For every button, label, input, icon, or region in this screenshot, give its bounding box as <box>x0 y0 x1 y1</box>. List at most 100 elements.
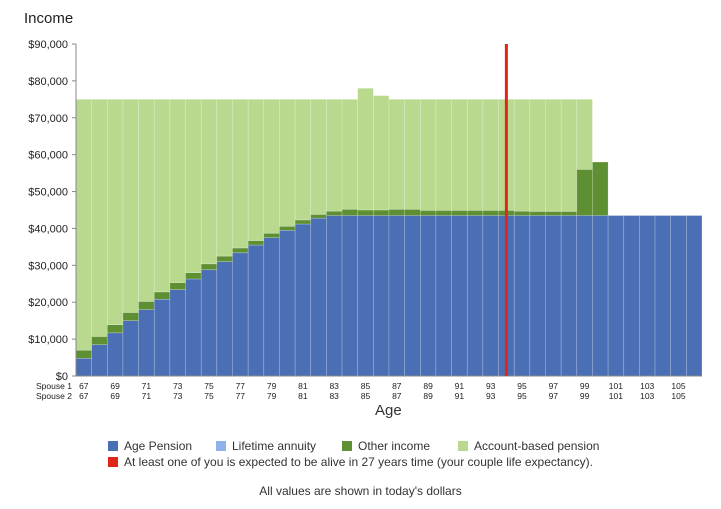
bar-age-pension <box>107 332 124 377</box>
bar-other-income <box>529 211 546 216</box>
bar-other-income <box>169 282 186 290</box>
bar-account-based-pension <box>326 99 343 212</box>
bar-account-based-pension <box>513 99 531 212</box>
x-tick-label: 75 <box>204 381 214 391</box>
row-label: Spouse 1 <box>36 381 72 391</box>
x-tick-label: 95 <box>517 381 527 391</box>
bar-age-pension <box>153 298 171 377</box>
bar-age-pension <box>404 215 421 377</box>
bar-account-based-pension <box>232 99 249 249</box>
bar-age-pension <box>122 320 139 377</box>
y-axis-title: Income <box>24 10 74 27</box>
x-tick-label: 83 <box>329 391 339 401</box>
bar-account-based-pension <box>419 99 437 211</box>
bar-other-income <box>388 208 405 216</box>
bar-account-based-pension <box>294 99 312 221</box>
legend-swatch <box>216 441 226 451</box>
x-tick-label: 101 <box>609 381 623 391</box>
bar-age-pension <box>607 215 625 377</box>
x-tick-label: 77 <box>236 391 246 401</box>
x-tick-label: 79 <box>267 391 277 401</box>
x-tick-label: 99 <box>580 391 590 401</box>
bar-age-pension <box>294 223 312 377</box>
bar-account-based-pension <box>404 99 421 210</box>
y-tick-label: $80,000 <box>28 76 68 88</box>
bar-other-income <box>75 349 92 359</box>
bar-account-based-pension <box>185 99 202 274</box>
y-tick-label: $50,000 <box>28 187 68 199</box>
bar-account-based-pension <box>388 99 405 210</box>
bar-age-pension <box>279 229 296 377</box>
bar-account-based-pension <box>482 99 499 211</box>
bar-other-income <box>185 272 202 280</box>
legend-swatch <box>108 441 118 451</box>
x-tick-label: 95 <box>517 391 527 401</box>
bar-age-pension <box>310 217 327 377</box>
bar-other-income <box>216 255 233 262</box>
x-tick-label: 87 <box>392 381 402 391</box>
x-tick-label: 99 <box>580 381 590 391</box>
bar-age-pension <box>357 215 374 377</box>
bar-account-based-pension <box>200 99 218 265</box>
bar-other-income <box>592 161 609 216</box>
x-tick-label: 71 <box>142 381 152 391</box>
y-tick-label: $90,000 <box>28 39 68 51</box>
bar-other-income <box>200 263 218 271</box>
bar-account-based-pension <box>216 99 233 257</box>
legend-label: At least one of you is expected to be al… <box>124 455 593 469</box>
bar-other-income <box>404 208 421 216</box>
bar-other-income <box>513 210 531 216</box>
bar-other-income <box>263 232 280 238</box>
legend-item-age-pension: Age Pension <box>108 439 192 453</box>
y-tick-label: $40,000 <box>28 223 68 235</box>
bar-age-pension <box>247 244 265 377</box>
bar-age-pension <box>513 215 531 377</box>
bar-account-based-pension <box>247 99 265 241</box>
bar-account-based-pension <box>341 99 358 210</box>
y-tick-label: $70,000 <box>28 113 68 125</box>
bar-age-pension <box>419 215 437 377</box>
bar-other-income <box>310 214 327 219</box>
footnote: All values are shown in today's dollars <box>259 484 462 498</box>
x-tick-label: 91 <box>455 391 465 401</box>
x-tick-label: 67 <box>79 381 89 391</box>
legend-label: Other income <box>358 439 431 453</box>
bar-other-income <box>576 169 593 216</box>
bar-other-income <box>373 209 390 216</box>
bar-other-income <box>560 211 578 216</box>
x-tick-label: 105 <box>671 381 685 391</box>
x-tick-label: 87 <box>392 391 402 401</box>
bar-age-pension <box>670 215 687 377</box>
bar-age-pension <box>75 357 92 377</box>
legend-swatch <box>108 457 118 467</box>
legend-item-other-income: Other income <box>342 439 430 453</box>
x-tick-label: 103 <box>640 391 654 401</box>
x-tick-label: 97 <box>549 381 559 391</box>
bar-age-pension <box>341 215 358 377</box>
bar-age-pension <box>435 215 452 377</box>
bar-age-pension <box>91 344 108 377</box>
x-tick-label: 103 <box>640 381 654 391</box>
bar-account-based-pension <box>107 99 124 326</box>
bar-other-income <box>91 336 108 345</box>
y-tick-label: $30,000 <box>28 260 68 272</box>
x-tick-label: 69 <box>110 381 120 391</box>
x-tick-label: 89 <box>423 381 433 391</box>
bar-account-based-pension <box>263 99 280 234</box>
bar-age-pension <box>654 215 671 377</box>
x-tick-label: 67 <box>79 391 89 401</box>
bar-age-pension <box>639 215 656 377</box>
x-tick-label: 85 <box>361 381 371 391</box>
legend-label: Account-based pension <box>474 439 600 453</box>
bar-other-income <box>482 210 499 216</box>
x-tick-label: 97 <box>549 391 559 401</box>
x-tick-label: 73 <box>173 381 183 391</box>
bar-account-based-pension <box>91 99 108 337</box>
bar-other-income <box>466 210 484 216</box>
x-tick-label: 93 <box>486 381 496 391</box>
bar-other-income <box>357 209 374 216</box>
x-tick-label: 69 <box>110 391 120 401</box>
bar-other-income <box>122 312 139 321</box>
